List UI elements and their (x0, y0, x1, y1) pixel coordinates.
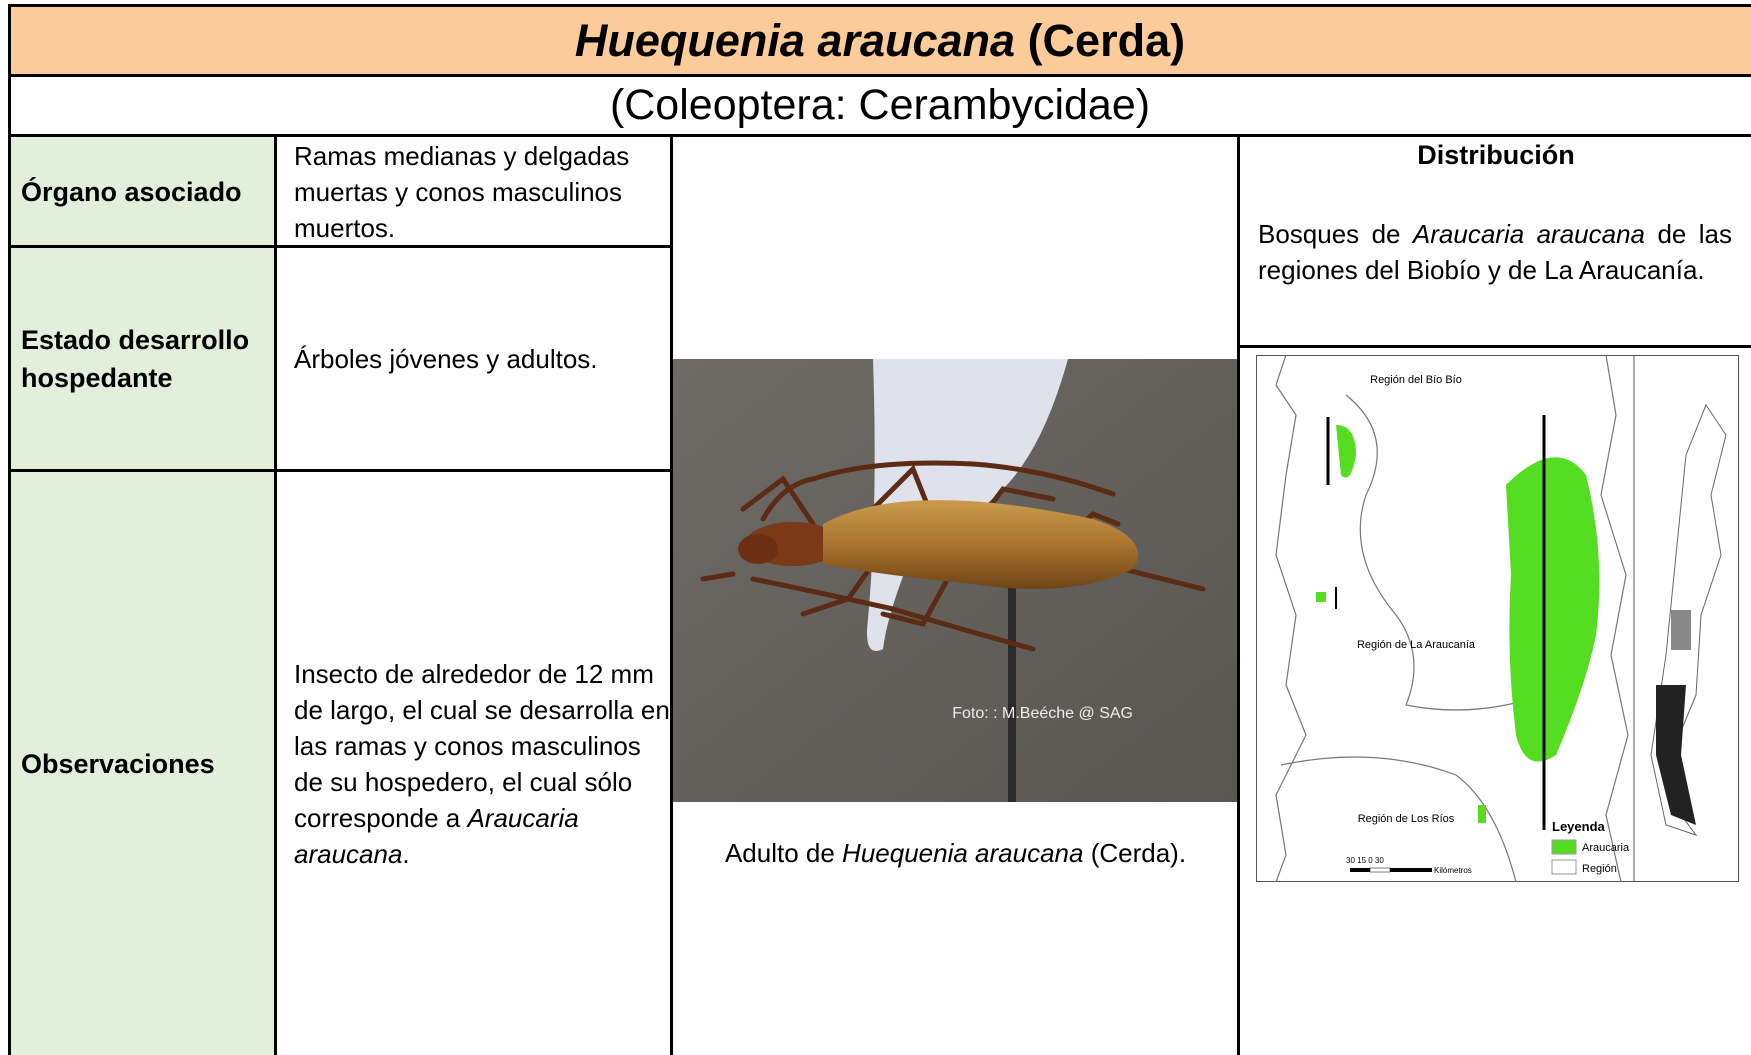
distribution-heading-text: Distribución (1417, 140, 1575, 170)
border (1238, 345, 1751, 348)
subtitle: (Coleoptera: Cerambycidae) (609, 80, 1151, 129)
legend-title: Leyenda (1552, 819, 1606, 834)
title-author: (Cerda) (1027, 14, 1186, 66)
photo-credit: Foto: : M.Beéche @ SAG (952, 705, 1133, 722)
row-value-text: Ramas medianas y delgadas muertas y cono… (294, 140, 630, 243)
row-value: Árboles jóvenes y adultos. (294, 248, 669, 470)
row-label-text: Estado desarrollo hospedante (21, 325, 250, 393)
scale-unit: Kilómetros (1434, 866, 1472, 875)
map-label: Región de La Araucanía (1357, 639, 1476, 651)
border (9, 469, 671, 472)
distribution-italic: Araucaria araucana (1412, 219, 1646, 249)
photo-caption: Adulto de Huequenia araucana (Cerda). (673, 838, 1238, 869)
border (8, 4, 11, 1055)
scale-label: 30 15 0 30 (1346, 856, 1384, 865)
row-label-text: Órgano asociado (21, 176, 242, 207)
title-band: Huequenia araucana (Cerda) (9, 6, 1751, 75)
distribution-text: Bosques de Araucaria araucana de las reg… (1258, 216, 1732, 288)
caption-prefix: Adulto de (724, 838, 835, 868)
subtitle-band: (Coleoptera: Cerambycidae) (9, 75, 1751, 135)
border (9, 245, 671, 248)
border (9, 74, 1751, 77)
map-label: Región de Los Ríos (1358, 813, 1455, 825)
row-label: Estado desarrollo hospedante (11, 248, 275, 470)
row-value: Insecto de alrededor de 12 mm de largo, … (294, 472, 670, 1055)
row-label: Observaciones (11, 472, 275, 1055)
distribution-rest: de las regiones del Biobío y de La Arauc… (1258, 219, 1732, 285)
distribution-plain: Bosques de (1258, 219, 1401, 249)
map-label: Región del Bío Bío (1370, 374, 1462, 386)
observation-italic: Araucaria araucana (294, 802, 579, 869)
row-label-text: Observaciones (21, 748, 215, 779)
observation-text: Insecto de alrededor de 12 mm de largo, … (294, 656, 670, 872)
border (670, 134, 673, 1055)
caption-italic: Huequenia araucana (842, 838, 1084, 868)
title-species: Huequenia araucana (574, 14, 1016, 66)
border (1237, 134, 1240, 1055)
row-label: Órgano asociado (11, 137, 275, 246)
row-value-text: Árboles jóvenes y adultos. (294, 344, 598, 374)
distribution-heading: Distribución (1241, 140, 1751, 171)
beetle-photo: Foto: : M.Beéche @ SAG (673, 359, 1238, 802)
caption-suffix: (Cerda). (1090, 838, 1187, 868)
legend-item: Araucaria (1582, 842, 1630, 854)
observation-plain: Insecto de alrededor de 12 mm de largo, … (294, 658, 670, 833)
border (9, 4, 1751, 7)
row-value: Ramas medianas y delgadas muertas y cono… (294, 137, 669, 246)
observation-end: . (402, 838, 410, 869)
distribution-map: Región del Bío Bío Región de La Araucaní… (1256, 355, 1739, 882)
border (9, 134, 1751, 137)
legend-item: Región (1582, 863, 1617, 875)
border (274, 134, 277, 1055)
